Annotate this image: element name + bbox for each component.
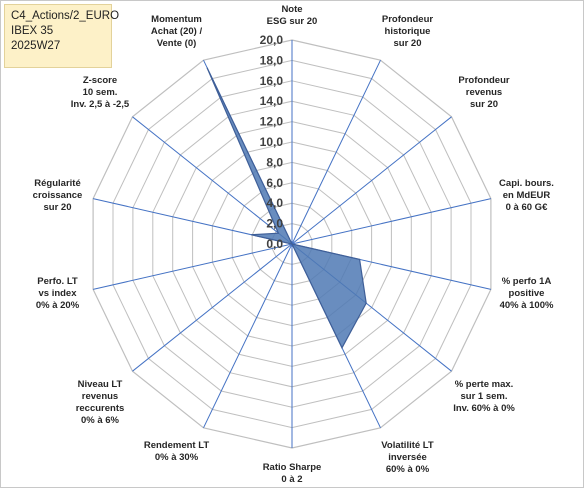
axis-label: Niveau LT revenus reccurents 0% à 6% [76, 379, 125, 426]
axis-spoke [291, 59, 381, 245]
axis-label-line: sur 20 [470, 99, 498, 110]
axis-label: Rendement LT 0% à 30% [144, 440, 209, 463]
axis-label-line: reccurents [76, 403, 125, 414]
axis-spoke [132, 243, 293, 372]
axis-label-line: en MdEUR [503, 190, 551, 201]
axis-label-line: ESG sur 20 [267, 16, 318, 27]
axis-label: Z-score 10 sem. Inv. 2,5 à -2,5 [71, 75, 130, 110]
axis-spoke [203, 243, 293, 429]
axis-label-line: Profondeur [458, 75, 509, 86]
axis-labels: Note ESG sur 20 Profondeur historique sur 20… [33, 4, 554, 485]
axis-label-line: Régularité [34, 178, 80, 189]
axis-label-line: 0% à 20% [36, 300, 80, 311]
axis-label: Capi. bours. en MdEUR 0 à 60 G€ [499, 178, 554, 213]
axis-label-line: % perte max. [455, 379, 514, 390]
info-line-index: IBEX 35 [11, 25, 54, 37]
tick-label: 12,0 [260, 115, 284, 129]
axis-label-line: Inv. 60% à 0% [453, 403, 515, 414]
axis-label: Volatilité LT inversée 60% à 0% [381, 440, 434, 475]
tick-label: 10,0 [260, 135, 284, 149]
tick-label: 18,0 [260, 53, 284, 67]
axis-label-line: Vente (0) [157, 38, 197, 49]
axis-label-line: 0 à 2 [281, 474, 302, 485]
axis-label-line: 60% à 0% [386, 464, 430, 475]
chart-info-box: C4_Actions/2_EURO IBEX 35 2025W27 [4, 4, 120, 68]
axis-spoke [132, 116, 293, 245]
axis-label-line: positive [509, 288, 545, 299]
tick-label: 0,0 [266, 237, 283, 251]
axis-label: Perfo. LT vs index 0% à 20% [36, 276, 80, 311]
axis-label: Momentum Achat (20) / Vente (0) [151, 14, 203, 49]
tick-label: 4,0 [266, 196, 283, 210]
axis-label-line: revenus [82, 391, 118, 402]
axis-label: Régularité croissance sur 20 [33, 178, 83, 213]
axis-label-line: 10 sem. [83, 87, 118, 98]
axis-label-line: Rendement LT [144, 440, 209, 451]
axis-label: % perte max. sur 1 sem. Inv. 60% à 0% [453, 379, 515, 414]
axis-spoke [291, 198, 492, 245]
axis-label-line: Note [281, 4, 302, 15]
axis-label-line: sur 20 [394, 38, 422, 49]
axis-label-line: Z-score [83, 75, 117, 86]
axis-label-line: Niveau LT [78, 379, 123, 390]
axis-label-line: croissance [33, 190, 83, 201]
axis-label-line: Capi. bours. [499, 178, 554, 189]
tick-label: 8,0 [266, 155, 283, 169]
axis-label-line: 0% à 30% [155, 452, 199, 463]
axis-label-line: Momentum [151, 14, 202, 25]
axis-label-line: vs index [38, 288, 77, 299]
axis-label-line: inversée [388, 452, 427, 463]
tick-label: 14,0 [260, 94, 284, 108]
axis-label-line: 0 à 60 G€ [506, 202, 548, 213]
axis-label: Ratio Sharpe 0 à 2 [263, 462, 322, 485]
tick-label: 6,0 [266, 176, 283, 190]
axis-label: Profondeur historique sur 20 [382, 14, 433, 49]
tick-label: 16,0 [260, 74, 284, 88]
tick-label: 2,0 [266, 217, 283, 231]
axis-label-line: Achat (20) / [151, 26, 203, 37]
info-line-week: 2025W27 [11, 40, 61, 52]
axis-label-line: Perfo. LT [37, 276, 78, 287]
series-area [206, 67, 367, 350]
axis-label-line: Inv. 2,5 à -2,5 [71, 99, 130, 110]
axis-label: % perfo 1A positive 40% à 100% [500, 276, 554, 311]
axis-label-line: sur 20 [44, 202, 72, 213]
axis-spoke [92, 243, 293, 290]
axis-label-line: Ratio Sharpe [263, 462, 322, 473]
axis-label-line: sur 1 sem. [461, 391, 508, 402]
axis-label: Profondeur revenus sur 20 [458, 75, 509, 110]
axis-label-line: Profondeur [382, 14, 433, 25]
axis-label-line: 0% à 6% [81, 415, 120, 426]
tick-label: 20,0 [260, 33, 284, 47]
info-line-portfolio: C4_Actions/2_EURO [11, 10, 120, 22]
radial-tick-labels: 0,0 2,0 4,0 6,0 8,0 10,0 12,0 14,0 16,0 18,0 20,0 [260, 33, 284, 251]
axis-label-line: % perfo 1A [502, 276, 552, 287]
axis-spoke [291, 116, 452, 245]
axis-label-line: 40% à 100% [500, 300, 554, 311]
axis-label-line: Volatilité LT [381, 440, 434, 451]
axis-label-line: revenus [466, 87, 502, 98]
axis-label-line: historique [385, 26, 431, 37]
axis-label: Note ESG sur 20 [267, 4, 318, 27]
